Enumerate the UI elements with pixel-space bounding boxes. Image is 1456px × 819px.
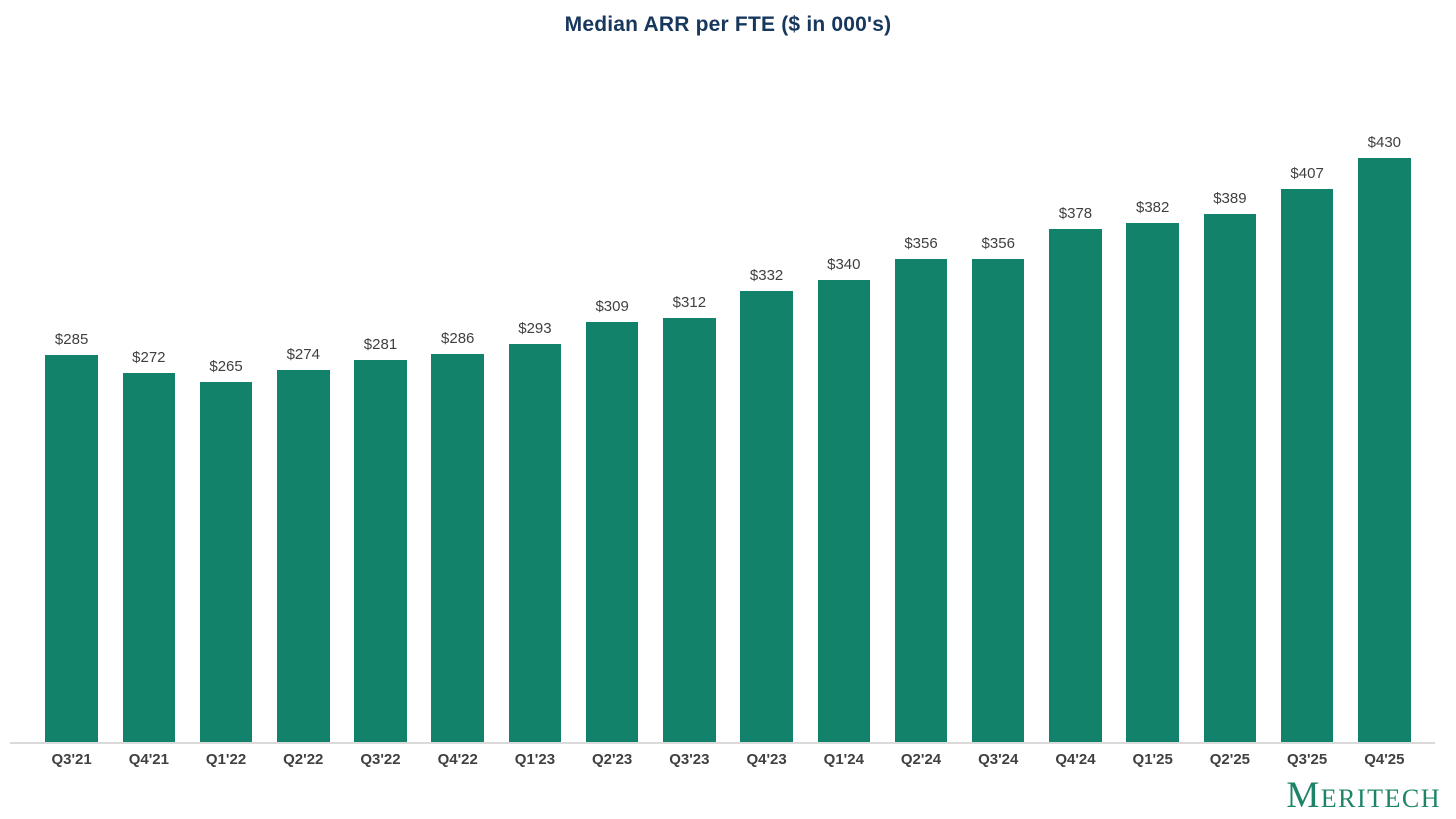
- bar: [1049, 229, 1102, 742]
- x-axis-label: Q4'23: [746, 751, 787, 768]
- x-axis-label: Q4'21: [128, 751, 169, 768]
- plot-area: $285 $272 $265 $274 $281 $286 $293 $309 $312 $332…: [33, 134, 1423, 742]
- bar-value-label: $286: [441, 330, 475, 347]
- bar-column: $265: [187, 358, 264, 742]
- bar-column: $407: [1269, 165, 1346, 742]
- bar-value-label: $389: [1213, 190, 1247, 207]
- bar-value-label: $382: [1135, 199, 1170, 216]
- chart-title: Median ARR per FTE ($ in 000's): [564, 13, 892, 36]
- bar-value-label: $265: [209, 358, 243, 375]
- bar-value-label: $272: [132, 349, 166, 366]
- bar: [663, 318, 716, 742]
- bar-column: $356: [882, 235, 959, 742]
- bar-value-label: $312: [672, 294, 707, 311]
- bar-column: $272: [110, 349, 187, 742]
- x-axis-line: [10, 742, 1435, 744]
- bar: [817, 280, 871, 742]
- bar-value-label: $293: [518, 320, 552, 337]
- bar-value-label: $285: [54, 331, 89, 348]
- bar-column: $309: [574, 298, 651, 742]
- bar: [199, 382, 253, 742]
- bar: [45, 355, 98, 742]
- bar-column: $312: [651, 294, 728, 742]
- bar: [1126, 223, 1179, 742]
- bar-value-label: $340: [827, 256, 861, 273]
- x-axis-label: Q4'25: [1364, 751, 1405, 768]
- bar-value-label: $407: [1290, 165, 1324, 182]
- bar: [971, 259, 1025, 742]
- bar-value-label: $356: [904, 235, 938, 252]
- x-axis-label: Q1'22: [205, 751, 247, 768]
- x-axis-label: Q2'25: [1209, 751, 1251, 768]
- bar: [1358, 158, 1411, 742]
- bar: [277, 370, 330, 742]
- bar-column: $332: [728, 267, 805, 742]
- bar: [122, 373, 176, 742]
- bar-value-label: $356: [981, 235, 1015, 252]
- bar-column: $389: [1191, 190, 1268, 742]
- x-axis-label: Q2'23: [592, 751, 633, 768]
- bar: [740, 291, 793, 742]
- bar-column: $281: [342, 336, 419, 742]
- x-axis-label: Q3'23: [669, 751, 710, 768]
- bar: [585, 322, 639, 742]
- x-axis-label: Q3'22: [360, 751, 401, 768]
- bar-value-label: $281: [363, 336, 398, 353]
- x-axis-label: Q1'25: [1132, 751, 1173, 768]
- bar-column: $382: [1114, 199, 1191, 742]
- bar-column: $340: [805, 256, 882, 742]
- bar-column: $285: [33, 331, 110, 742]
- bar-value-label: $332: [749, 267, 784, 284]
- x-axis-label: Q1'24: [823, 751, 864, 768]
- bar-value-label: $309: [595, 298, 629, 315]
- x-axis-label: Q3'21: [51, 751, 92, 768]
- x-axis-label: Q3'25: [1286, 751, 1328, 768]
- bar-column: $356: [960, 235, 1037, 742]
- x-axis-label: Q3'24: [978, 751, 1019, 768]
- bar: [354, 360, 407, 742]
- x-axis-label: Q1'23: [514, 751, 556, 768]
- bar: [894, 259, 948, 742]
- x-axis-label: Q4'22: [437, 751, 478, 768]
- bar: [1280, 189, 1334, 742]
- meritech-logo: Meritech: [1286, 775, 1441, 816]
- bar-column: $274: [265, 346, 342, 742]
- bar-value-label: $274: [286, 346, 320, 363]
- bar-column: $286: [419, 330, 496, 742]
- bar-column: $293: [496, 320, 573, 742]
- bar: [1203, 214, 1257, 742]
- x-axis-label: Q2'24: [900, 751, 942, 768]
- bar-column: $430: [1346, 134, 1423, 742]
- x-axis-label: Q4'24: [1055, 751, 1096, 768]
- bar-value-label: $378: [1058, 205, 1093, 222]
- bar-column: $378: [1037, 205, 1114, 742]
- bar: [508, 344, 562, 742]
- bar-value-label: $430: [1367, 134, 1402, 151]
- x-axis: Q3'21 Q4'21 Q1'22 Q2'22 Q3'22 Q4'22 Q1'23 Q2'23…: [33, 751, 1423, 768]
- x-axis-label: Q2'22: [283, 751, 324, 768]
- bar: [431, 354, 484, 742]
